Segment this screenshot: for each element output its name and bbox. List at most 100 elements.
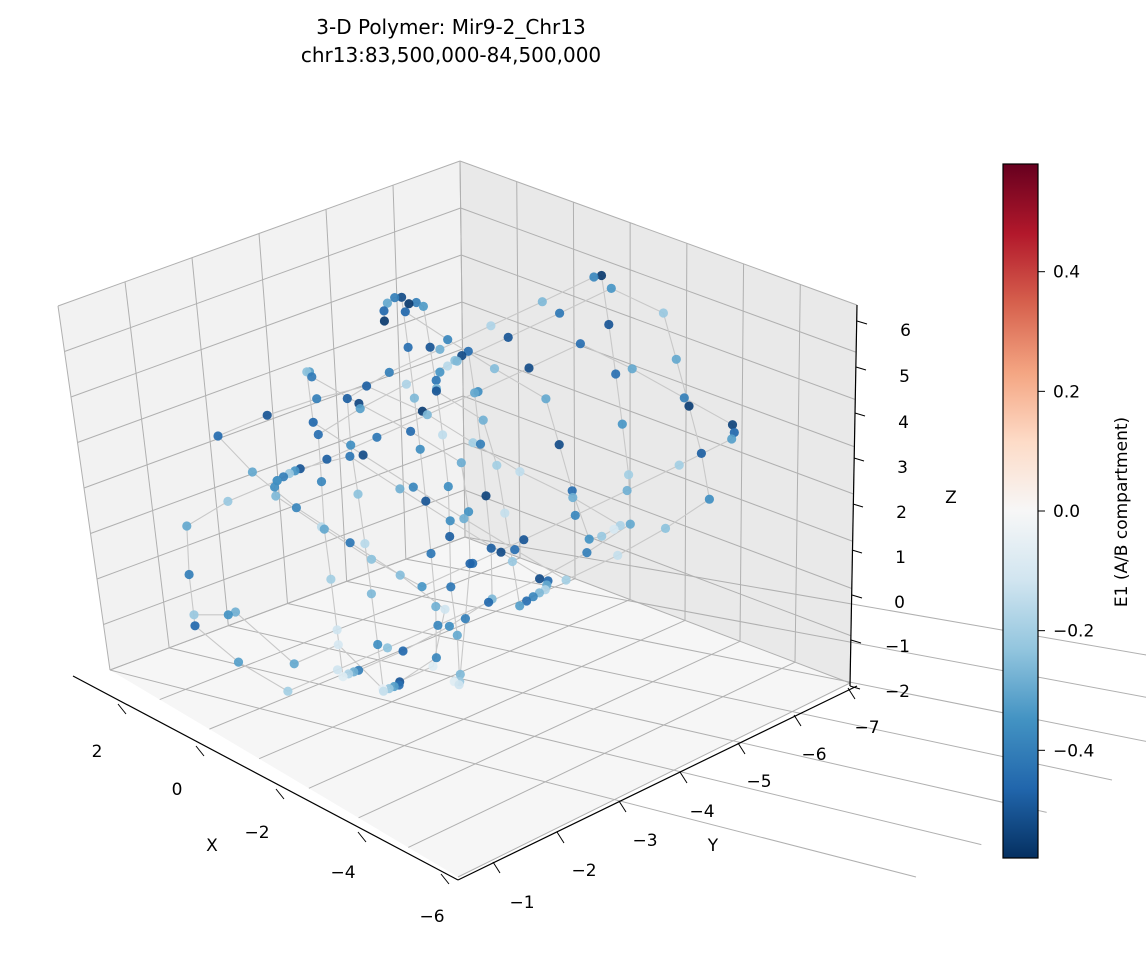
polymer-point	[597, 531, 607, 541]
polymer-point	[355, 404, 365, 414]
polymer-point	[223, 610, 233, 620]
polymer-point	[486, 543, 496, 553]
x-tick-label: 2	[92, 742, 103, 762]
polymer-point	[408, 482, 418, 492]
z-tick-mark	[856, 320, 868, 325]
polymer-point	[455, 669, 465, 680]
polymer-point	[262, 410, 272, 420]
grid-line	[463, 442, 852, 589]
polymer-point	[478, 415, 488, 425]
grid-line	[462, 348, 854, 495]
polymer-points	[182, 270, 739, 696]
polymer-point	[535, 574, 545, 584]
polymer-point	[326, 574, 336, 584]
y-tick-mark	[492, 861, 501, 874]
polymer-point	[307, 372, 317, 382]
polymer-point	[382, 298, 392, 308]
polymer-point	[390, 293, 400, 303]
x-tick-mark	[440, 873, 450, 885]
grid-line	[457, 682, 851, 878]
grid-line	[346, 580, 1146, 742]
polymer-point	[622, 485, 632, 496]
polymer-point	[609, 524, 619, 534]
axes-panes	[58, 161, 857, 877]
polymer-point	[541, 394, 551, 404]
polymer-point	[658, 308, 669, 318]
polymer-point	[433, 620, 443, 631]
polymer-point	[496, 547, 506, 557]
grid-line	[109, 536, 466, 671]
polymer-point	[500, 508, 510, 518]
polymer-point	[384, 367, 394, 377]
polymer-point	[291, 503, 301, 513]
polymer-point	[353, 489, 363, 499]
polymer-point	[425, 342, 435, 352]
y-axis-label: Y	[707, 836, 719, 856]
y-tick-label: −3	[632, 831, 657, 851]
colorbar-label: E1 (A/B compartment)	[1112, 417, 1132, 607]
polymer-point	[567, 486, 577, 496]
polymer-point	[395, 484, 405, 494]
grid-lines	[57, 160, 1146, 878]
z-tick-mark	[855, 366, 867, 371]
polymer-point	[510, 545, 520, 555]
polymer-point	[189, 610, 199, 620]
polymer-point	[660, 523, 671, 534]
polymer-point	[428, 661, 438, 672]
polymer-point	[230, 607, 241, 617]
z-tick-label: 2	[896, 503, 907, 523]
polymer-point	[319, 524, 329, 534]
z-tick-mark	[852, 503, 864, 508]
polymer-point	[582, 548, 592, 558]
grid-line	[461, 301, 855, 448]
polymer-point	[378, 686, 389, 696]
colorbar-tick-label: −0.4	[1053, 741, 1094, 761]
polymer-point	[446, 582, 456, 592]
grid-line	[461, 254, 856, 400]
y-tick-label: −5	[746, 772, 771, 792]
y-tick-mark	[618, 800, 627, 813]
polymer-point	[346, 440, 356, 450]
polymer-point	[382, 643, 393, 653]
polymer-point	[366, 589, 376, 599]
polymer-point	[507, 556, 517, 567]
polymer-point	[435, 344, 445, 354]
z-tick-mark	[851, 594, 863, 599]
x-ticks: 2 0 −2 −4 −6 X	[92, 703, 450, 927]
axis-lines	[72, 304, 858, 881]
polymer-point	[492, 460, 502, 470]
x-tick-label: −6	[419, 907, 444, 927]
y-tick-mark	[793, 714, 802, 727]
polymer-point	[247, 467, 257, 477]
polymer-point	[417, 582, 427, 592]
polymer-point	[431, 601, 441, 612]
colorbar-tick-label: 0.2	[1053, 382, 1080, 402]
polymer-point	[431, 375, 441, 385]
x-tick-mark	[357, 831, 367, 843]
z-axis-label: Z	[945, 488, 957, 508]
grid-line	[408, 661, 796, 848]
polymer-point	[422, 410, 432, 420]
polymer-point	[289, 659, 299, 669]
polymer-point	[596, 270, 607, 281]
polymer-point	[411, 297, 421, 308]
polymer-point	[431, 386, 441, 396]
chart-title-line1: 3-D Polymer: Mir9-2_Chr13	[316, 15, 585, 39]
polymer-point	[308, 417, 318, 427]
polymer-point	[345, 538, 355, 548]
z-tick-label: −2	[885, 682, 910, 702]
polymer-point	[398, 646, 408, 656]
y-tick-label: −4	[689, 802, 714, 822]
polymer-point	[316, 477, 327, 487]
polymer-point	[470, 388, 480, 398]
polymer-point	[400, 307, 410, 317]
polymer-point	[338, 672, 348, 682]
polymer-point	[696, 448, 707, 458]
polymer-point	[270, 482, 280, 492]
polymer-point	[604, 319, 614, 330]
polymer-point	[561, 575, 571, 585]
polymer-point	[589, 272, 599, 282]
polymer-point	[684, 401, 694, 411]
x-tick-mark	[275, 788, 285, 800]
y-ticks: −1 −2 −3 −4 −5 −6 −7 Y	[492, 687, 880, 913]
